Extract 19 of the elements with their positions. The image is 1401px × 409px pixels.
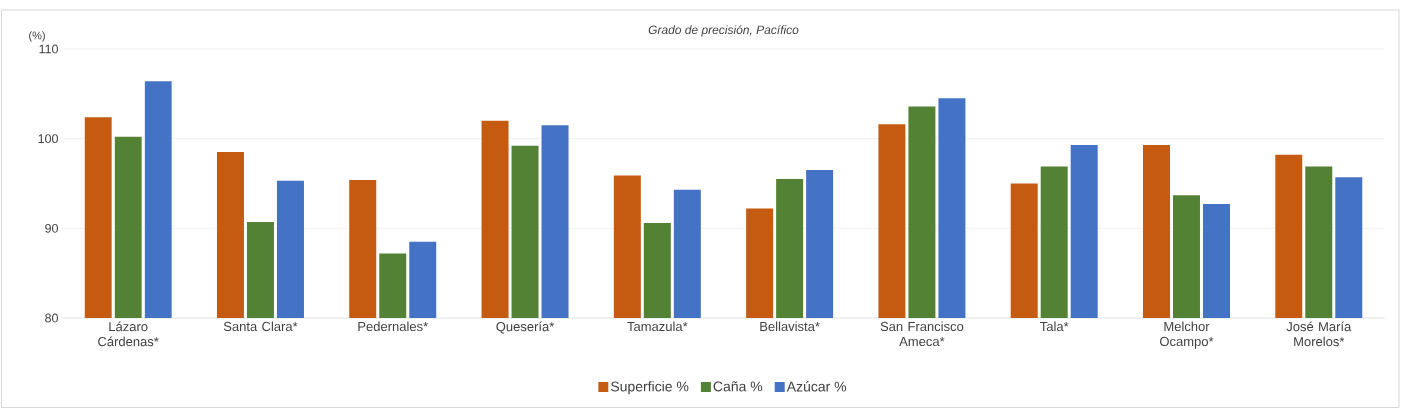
y-tick-label: 80 [45,313,58,323]
x-tick-label: Quesería* [496,321,555,334]
legend-label: Azúcar % [786,381,847,392]
x-tick-label: José María Morelos* [1286,321,1352,347]
x-tick-label: Bellavista* [760,321,820,332]
x-tick-label: Lázaro Cárdenas* [98,321,159,347]
y-tick-label: 110 [39,44,58,54]
x-tick-label: Melchor Ocampo* [1160,321,1214,349]
y-tick-label: 90 [45,223,58,233]
x-tick-label: Tala* [1040,321,1069,332]
x-tick-label: Tamazula* [627,321,688,332]
chart-title: Grado de precisión, Pacífico [648,25,799,37]
x-tick-label: Pedernales* [358,321,428,332]
y-tick-label: 100 [38,134,58,144]
x-tick-label: San Francisco Ameca* [880,321,964,347]
y-axis-title: (%) [29,31,45,42]
legend-label: Superficie % [610,381,689,395]
legend-label: Caña % [713,381,763,392]
x-tick-label: Santa Clara* [223,321,298,332]
